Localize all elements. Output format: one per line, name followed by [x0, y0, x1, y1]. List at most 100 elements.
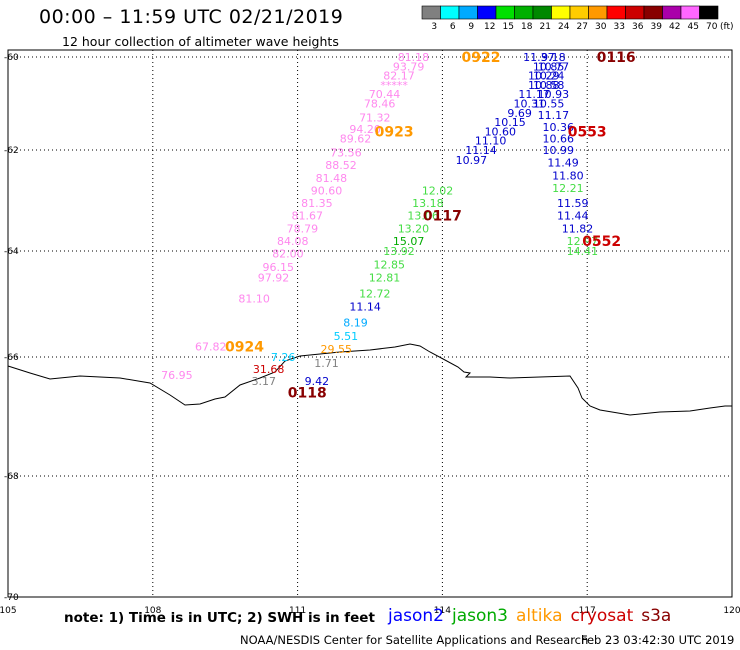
swh-label-altika: *****	[380, 79, 408, 92]
colorbar-label: 39	[651, 22, 663, 32]
colorbar-label: 24	[558, 22, 570, 32]
colorbar-label: 30	[595, 22, 607, 32]
swh-label-altika: 78.46	[364, 98, 396, 111]
colorbar-label: 42	[669, 22, 680, 32]
time-label: 0118	[288, 386, 327, 402]
swh-label-jason2: 11.44	[557, 210, 589, 223]
colorbar-swatch	[421, 5, 441, 20]
swh-label-altika: 70.44	[369, 88, 401, 101]
swh-label-altika: 94.20	[349, 123, 381, 136]
colorbar-swatch	[569, 5, 589, 20]
colorbar-swatch	[606, 5, 626, 20]
swh-label-altika: 89.62	[340, 132, 372, 145]
swh-label-altika: 78.79	[287, 222, 319, 235]
swh-label-jason3: 29.55	[320, 343, 352, 356]
colorbar-swatch	[532, 5, 552, 20]
colorbar-label: 3	[431, 22, 437, 32]
swh-label-altika: 82.00	[272, 248, 304, 261]
colorbar-label: 45	[688, 22, 699, 32]
swh-label-jason2: 10.77	[538, 60, 570, 73]
swh-label-jason2: 11.49	[547, 157, 579, 170]
colorbar-swatch	[551, 5, 571, 20]
swh-label-jason3: 12.81	[369, 272, 401, 285]
swh-label-jason2: 12.21	[552, 182, 584, 195]
swh-label-jason2: 11.80	[552, 169, 584, 182]
swh-label-jason2: 11.37	[523, 51, 555, 64]
satellite-legend: jason2 jason3 altika cryosat s3a	[388, 606, 679, 626]
swh-label-jason3: 15.07	[393, 235, 425, 248]
colorbar-label: 70	[706, 22, 718, 32]
swh-label-jason3: 11.14	[349, 301, 381, 314]
y-tick-label: -64	[4, 247, 19, 257]
colorbar: 3 6 9 12 15 18 21 24 27 30 33 36 39 42 45 70 (ft)	[421, 5, 734, 32]
colorbar-label: 15	[503, 22, 514, 32]
page-subtitle: 12 hour collection of altimeter wave hei…	[62, 34, 339, 49]
swh-label-jason2: 9.18	[541, 51, 566, 64]
swh-label-jason3: 12.02	[422, 184, 454, 197]
colorbar-swatch	[458, 5, 478, 20]
colorbar-label: 6	[450, 22, 456, 32]
y-tick-label: -68	[4, 472, 19, 482]
swh-label-jason2: 10.66	[542, 132, 574, 145]
y-tick-label: -66	[4, 353, 19, 363]
swh-label-cryosat: 7.26	[271, 351, 296, 364]
legend-jason3: jason3	[452, 606, 508, 626]
y-tick-label: -60	[4, 53, 19, 63]
swh-label-altika: 81.18	[398, 51, 430, 64]
time-label: 0553	[568, 124, 607, 140]
legend-cryosat: cryosat	[570, 606, 634, 626]
swh-label-jason3: 12.72	[359, 287, 391, 300]
footer-credit: NOAA/NESDIS Center for Satellite Applica…	[240, 633, 589, 647]
colorbar-swatch	[699, 5, 719, 20]
plot-border	[7, 49, 733, 598]
colorbar-swatch	[588, 5, 608, 20]
swh-label-cryosat: 3.17	[252, 375, 277, 388]
y-tick-label: -70	[4, 593, 19, 603]
x-tick-label: 108	[144, 606, 161, 616]
colorbar-label: 21	[540, 22, 551, 32]
map-grid	[8, 50, 732, 597]
swh-label-jason2: 11.17	[518, 88, 550, 101]
swh-label-jason3: 13.92	[383, 245, 415, 258]
swh-label-jason3: 1.71	[314, 357, 339, 370]
coastline	[7, 343, 732, 416]
swh-label-jason3: 8.19	[343, 317, 368, 330]
swh-points: 81.1893.7982.17*****70.4478.4671.3294.20…	[161, 51, 598, 388]
page-title: 00:00 – 11:59 UTC 02/21/2019	[39, 6, 344, 28]
swh-label-altika: 82.17	[383, 70, 415, 83]
swh-label-jason2: 10.31	[514, 98, 546, 111]
swh-label-jason2: 10.60	[485, 125, 517, 138]
time-label: 0552	[582, 234, 621, 250]
swh-label-jason3: 13.20	[398, 222, 430, 235]
x-tick-label: 114	[434, 606, 451, 616]
time-label: 0923	[375, 124, 414, 140]
swh-label-altika: 67.82	[195, 340, 227, 353]
swh-label-jason2: 11.10	[475, 135, 507, 148]
swh-label-altika: 81.10	[238, 293, 270, 306]
swh-label-altika: 96.15	[263, 261, 295, 274]
colorbar-label: 36	[632, 22, 644, 32]
swh-label-altika: 84.08	[277, 235, 309, 248]
x-tick-label: 111	[289, 606, 306, 616]
colorbar-label: 27	[577, 22, 588, 32]
legend-s3a: s3a	[641, 606, 672, 626]
map-frame	[7, 49, 733, 598]
swh-label-altika: 90.60	[311, 184, 343, 197]
legend-altika: altika	[516, 606, 563, 626]
swh-label-altika: 81.35	[301, 197, 333, 210]
swh-label-jason2: 9.69	[507, 107, 532, 120]
colorbar-swatch	[680, 5, 700, 20]
swh-label-jason2: 11.17	[538, 109, 570, 122]
swh-label-altika: 73.56	[330, 147, 362, 160]
y-tick-label: -62	[4, 146, 19, 156]
time-label: 0116	[597, 50, 636, 66]
swh-label-jason2: 12.97	[567, 235, 599, 248]
swh-label-altika: 88.52	[325, 159, 357, 172]
swh-label-jason2: 10.97	[456, 154, 488, 167]
swh-label-jason3: 9.42	[305, 375, 330, 388]
swh-label-jason3: 5.51	[334, 330, 359, 343]
swh-label-altika: 71.32	[359, 111, 391, 124]
swh-label-jason2: 10.58	[533, 79, 565, 92]
time-label: 0922	[462, 50, 501, 66]
